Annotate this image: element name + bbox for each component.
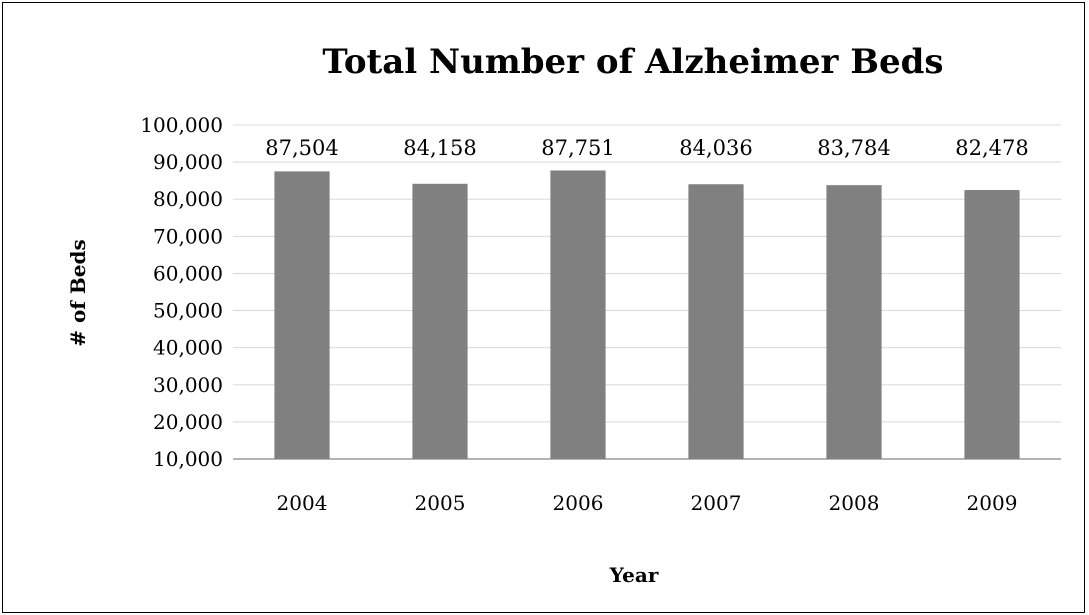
y-tick-label: 80,000 [153, 187, 223, 211]
data-label: 87,751 [541, 136, 614, 160]
y-tick-label: 100,000 [140, 113, 223, 137]
y-tick-label: 30,000 [153, 373, 223, 397]
bar-2009 [964, 190, 1020, 459]
labels: 10,000 20,000 30,000 40,000 50,000 60,000 70,0… [140, 113, 1028, 515]
y-tick-label: 20,000 [153, 410, 223, 434]
data-label: 87,504 [265, 136, 338, 160]
y-tick-label: 70,000 [153, 224, 223, 248]
data-label: 84,036 [679, 136, 752, 160]
data-label: 84,158 [403, 136, 476, 160]
data-label: 83,784 [817, 136, 890, 160]
x-tick-label: 2009 [967, 491, 1018, 515]
y-tick-label: 40,000 [153, 336, 223, 360]
y-tick-label: 60,000 [153, 261, 223, 285]
x-axis-title: Year [609, 563, 659, 587]
x-tick-label: 2006 [553, 491, 604, 515]
x-tick-label: 2004 [277, 491, 328, 515]
bar-2004 [274, 171, 330, 460]
gridlines [233, 124, 1061, 423]
bar-2007 [688, 184, 744, 459]
data-label: 82,478 [955, 136, 1028, 160]
x-tick-label: 2008 [829, 491, 880, 515]
x-tick-label: 2005 [415, 491, 466, 515]
bar-2005 [412, 183, 468, 459]
y-axis-title: # of Beds [66, 239, 90, 347]
chart-title: Total Number of Alzheimer Beds [322, 42, 943, 82]
y-tick-label: 90,000 [153, 150, 223, 174]
x-tick-label: 2007 [691, 491, 742, 515]
y-tick-label: 50,000 [153, 299, 223, 323]
bar-2006 [550, 170, 606, 459]
bars [274, 170, 1020, 460]
bar-2008 [826, 185, 882, 459]
bar-chart: 10,000 20,000 30,000 40,000 50,000 60,000 70,0… [66, 42, 1061, 587]
y-tick-label: 10,000 [153, 447, 223, 471]
